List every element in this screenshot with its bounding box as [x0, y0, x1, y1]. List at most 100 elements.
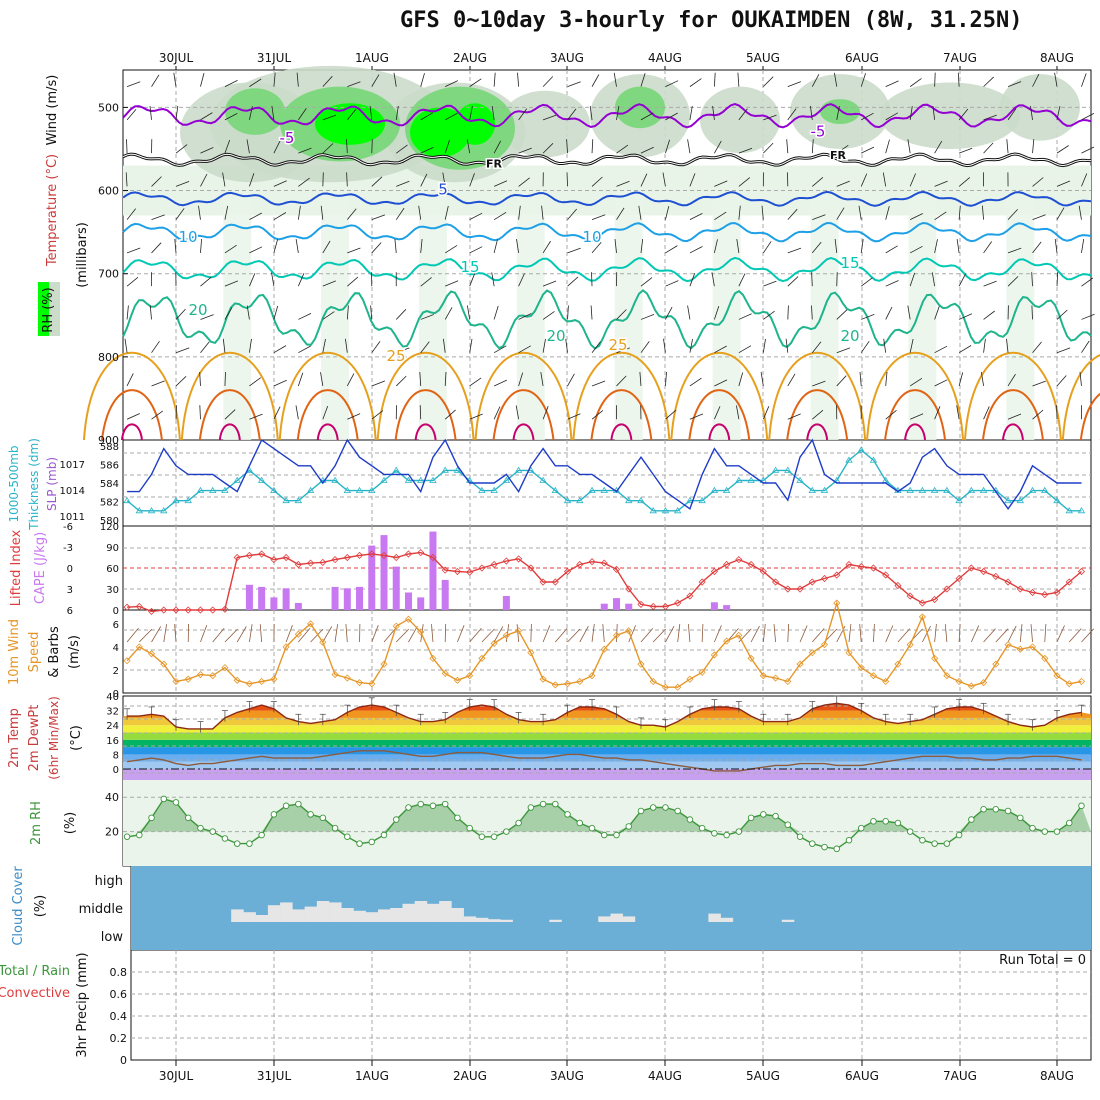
wind-barb — [762, 406, 770, 420]
rh2m-point — [588, 824, 596, 832]
precip-tick-label: 0.4 — [110, 1010, 128, 1023]
isotherm-30 — [786, 389, 849, 441]
rh2m-point — [136, 831, 143, 839]
wind-barb — [126, 81, 141, 88]
thickness-point — [160, 507, 168, 514]
wind-barb — [883, 338, 887, 353]
wind-barb — [469, 106, 473, 120]
wind-barb — [420, 73, 425, 87]
wind-barb — [1032, 380, 1046, 387]
wind-axis-label: Wind (m/s) — [45, 75, 60, 146]
wind-barb — [1006, 139, 1009, 154]
wind10-point — [576, 677, 584, 686]
wind-barb — [1006, 338, 1009, 353]
wind-barb — [907, 305, 911, 320]
wind-barb — [860, 173, 868, 187]
wind10-point — [637, 660, 645, 668]
cape-tick-label: 60 — [106, 564, 119, 575]
thickness-point — [857, 446, 865, 453]
temp-band — [123, 732, 1091, 740]
rh-column — [1006, 190, 1035, 440]
wind-barb — [297, 372, 304, 387]
rh2m-point — [454, 814, 461, 822]
rh-column — [712, 190, 741, 440]
wind-barb — [931, 272, 936, 287]
isotherm-30 — [884, 389, 947, 441]
wind10-barb — [555, 628, 568, 643]
wind-barb — [249, 212, 262, 221]
middle-cloud-bar — [622, 916, 636, 922]
lifted-index-point — [184, 606, 192, 614]
slp-axis-label: SLP (mb) — [45, 457, 59, 511]
lifted-index-point — [563, 567, 572, 576]
wind-barb — [273, 180, 287, 187]
wind-barb — [518, 205, 521, 220]
thickness-point — [539, 476, 547, 483]
wind10-barb — [493, 626, 504, 643]
wind10-point — [661, 683, 670, 691]
isotherm-30 — [492, 389, 555, 441]
wind-barb — [812, 176, 824, 187]
bottom-date-label: 8AUG — [1040, 1069, 1074, 1083]
wind10-point — [282, 643, 290, 651]
temp2m-line — [127, 702, 1082, 730]
wind10-barb — [983, 628, 996, 643]
wind-barb — [934, 211, 947, 220]
wind-barb — [1081, 73, 1087, 87]
rh2m-point — [637, 807, 645, 815]
temp-tick-label: 8 — [113, 750, 119, 761]
lifted-index-point — [147, 607, 156, 615]
wind10-axis-label-2: Speed — [27, 632, 42, 673]
wind-barb — [175, 181, 190, 187]
rh2m-tick-label: 20 — [105, 826, 119, 839]
wind-barb — [958, 205, 961, 220]
wind-barb — [958, 177, 971, 187]
wind-barb — [493, 379, 507, 387]
li-tick-label: -3 — [63, 543, 73, 554]
thickness-point — [453, 466, 462, 473]
lifted-index-point — [1077, 567, 1086, 576]
wind-barb — [1032, 73, 1040, 87]
wind-barb — [493, 72, 496, 87]
wind-barb — [396, 347, 410, 354]
wind10-point — [869, 672, 878, 680]
wind-barb — [907, 139, 911, 154]
isotherm-30 — [198, 389, 261, 441]
lifted-index-point — [576, 560, 584, 569]
wind10-barb — [995, 628, 1009, 643]
thickness-point — [380, 476, 388, 483]
cape-bar — [245, 584, 253, 610]
wind-barb — [347, 247, 361, 254]
wind-barb — [444, 307, 453, 320]
wind-barb — [861, 112, 874, 121]
middle-cloud-bar — [255, 915, 269, 922]
wind-barb — [689, 78, 702, 87]
cape-tick-label: 30 — [106, 585, 119, 596]
rh2m-point — [723, 831, 730, 839]
thickness-point — [698, 496, 706, 504]
wind-barb — [787, 208, 798, 220]
lifted-index-point — [258, 550, 266, 558]
bottom-date-axis: 30JUL 31JUL 1AUG 2AUG 3AUG 4AUG 5AUG 6AUG 7AUG 8A… — [159, 1060, 1074, 1083]
wind-barb — [1007, 413, 1022, 420]
wind-barb — [787, 305, 789, 320]
wind-barb — [736, 405, 740, 420]
slp-line — [127, 438, 1082, 511]
thickness-point — [930, 486, 939, 493]
top-date-label: 3AUG — [550, 51, 584, 65]
wind10-point — [539, 675, 547, 683]
wind10-barb — [542, 625, 551, 643]
wind-barb — [1054, 72, 1058, 87]
wind-barb — [958, 372, 964, 387]
cape-bar — [441, 579, 449, 610]
lifted-index-point — [331, 556, 339, 564]
lifted-index-point — [723, 560, 731, 569]
wind-barb — [542, 311, 555, 320]
wind-barb — [542, 338, 546, 353]
wind10-point — [258, 677, 266, 686]
wind-barb — [493, 140, 502, 154]
wind-barb — [149, 305, 152, 320]
wind-barb — [858, 205, 862, 220]
wind10-barb — [1056, 625, 1065, 643]
wind-barb — [298, 345, 311, 354]
